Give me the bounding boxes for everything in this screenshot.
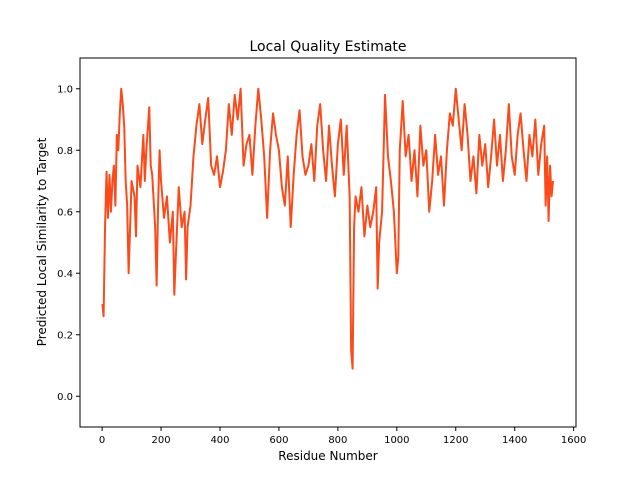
x-tick-label: 600 <box>269 435 288 446</box>
x-tick-label: 0 <box>99 435 105 446</box>
y-tick-label: 0.6 <box>57 207 73 218</box>
y-tick-label: 1.0 <box>57 84 73 95</box>
x-tick-label: 1200 <box>443 435 468 446</box>
x-tick-label: 400 <box>210 435 229 446</box>
x-axis-label: Residue Number <box>278 449 377 463</box>
y-tick-label: 0.2 <box>57 330 73 341</box>
x-tick-label: 1600 <box>561 435 586 446</box>
x-tick-label: 200 <box>151 435 170 446</box>
chart-title: Local Quality Estimate <box>249 39 406 55</box>
y-tick-label: 0.8 <box>57 146 73 157</box>
y-tick-label: 0.0 <box>57 392 73 403</box>
x-tick-label: 1000 <box>384 435 409 446</box>
plot-frame <box>79 57 577 428</box>
y-tick-label: 0.4 <box>57 269 73 280</box>
line-series <box>101 87 555 370</box>
x-tick-label: 800 <box>328 435 347 446</box>
x-tick-label: 1400 <box>502 435 527 446</box>
y-axis-label: Predicted Local Similarity to Target <box>35 137 49 346</box>
